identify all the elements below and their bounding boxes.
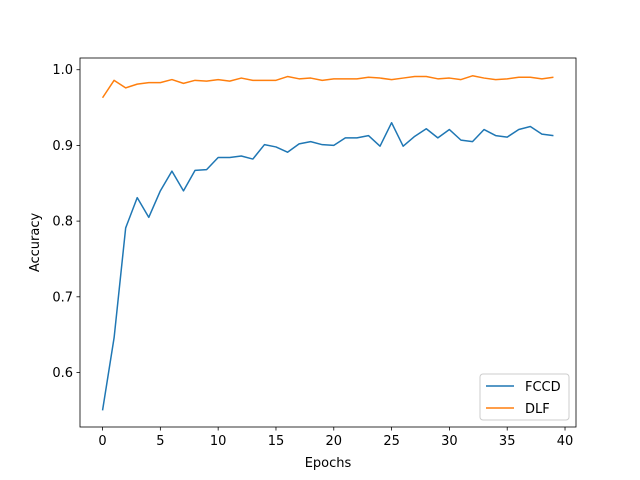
y-axis-ticks: 0.6 0.7 0.8 0.9 1.0 xyxy=(52,63,80,381)
series-line-dlf xyxy=(101,75,554,99)
y-tick-label: 0.6 xyxy=(52,366,73,381)
x-tick-label: 40 xyxy=(557,434,574,449)
series-layer xyxy=(101,75,554,411)
x-tick-label: 25 xyxy=(383,434,400,449)
y-tick-label: 0.9 xyxy=(52,139,73,154)
x-tick-label: 30 xyxy=(441,434,458,449)
plot-frame xyxy=(79,57,577,428)
x-axis-label: Epochs xyxy=(305,456,352,471)
y-axis-label: Accuracy xyxy=(28,213,43,273)
x-tick-label: 20 xyxy=(326,434,343,449)
x-tick-label: 5 xyxy=(156,434,164,449)
legend-label-dlf: DLF xyxy=(525,402,550,417)
y-tick-label: 0.7 xyxy=(52,290,73,305)
y-tick-label: 1.0 xyxy=(52,63,73,78)
y-tick-label: 0.8 xyxy=(52,215,73,230)
x-tick-label: 35 xyxy=(499,434,516,449)
legend-label-fccd: FCCD xyxy=(525,380,561,395)
series-line-fccd xyxy=(101,121,554,411)
x-tick-label: 10 xyxy=(210,434,227,449)
x-axis-ticks: 0 5 10 15 20 25 30 35 40 xyxy=(98,427,573,449)
x-tick-label: 15 xyxy=(268,434,285,449)
x-tick-label: 0 xyxy=(98,434,106,449)
plot-area xyxy=(80,58,576,427)
legend: FCCD DLF xyxy=(479,373,570,421)
